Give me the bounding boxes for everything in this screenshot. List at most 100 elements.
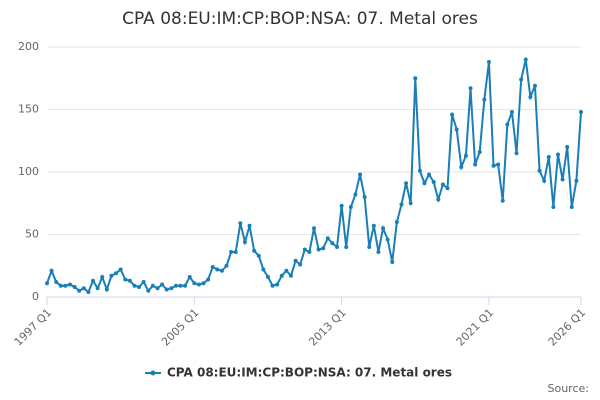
data-point [118, 267, 123, 272]
data-point [482, 97, 487, 102]
data-point [100, 275, 105, 279]
data-point [399, 202, 404, 207]
data-point [114, 271, 119, 276]
data-point [242, 240, 247, 244]
chart-title: CPA 08:EU:IM:CP:BOP:NSA: 07. Metal ores [122, 9, 478, 29]
data-point [555, 152, 560, 157]
data-point [574, 178, 579, 183]
data-point [302, 247, 307, 252]
y-tick-label: 100 [18, 165, 39, 178]
series-line [46, 59, 582, 294]
data-point [77, 288, 82, 293]
data-point [164, 287, 169, 292]
data-point [284, 268, 289, 273]
data-point [104, 287, 109, 292]
data-point [192, 281, 197, 286]
data-point [233, 250, 238, 254]
data-point [261, 267, 266, 272]
y-tick-label: 200 [18, 40, 39, 53]
data-point [265, 275, 270, 279]
data-point [422, 181, 427, 186]
data-point [275, 282, 280, 287]
data-point [150, 283, 155, 288]
data-point [362, 195, 367, 199]
data-point [477, 150, 482, 154]
data-point [210, 265, 215, 269]
y-tick-label: 0 [32, 290, 39, 303]
data-point [523, 57, 528, 62]
data-point [404, 181, 409, 186]
data-point [316, 247, 321, 252]
data-point [127, 278, 132, 283]
data-point [348, 205, 353, 209]
data-point [123, 277, 128, 282]
data-point [86, 290, 91, 294]
data-point [385, 237, 390, 242]
data-point [247, 223, 252, 228]
data-point [514, 151, 519, 156]
data-point [63, 283, 68, 288]
data-point [196, 282, 201, 287]
data-point [279, 273, 284, 278]
data-point [491, 163, 496, 168]
data-point [532, 83, 537, 88]
data-point [454, 127, 459, 132]
data-point [468, 86, 473, 91]
data-point [335, 245, 340, 249]
legend-marker [150, 370, 156, 376]
data-point [288, 273, 293, 278]
data-point [358, 172, 363, 177]
data-point [486, 60, 491, 64]
legend-label: CPA 08:EU:IM:CP:BOP:NSA: 07. Metal ores [167, 366, 452, 380]
data-point [450, 112, 455, 117]
y-tick-label: 50 [25, 228, 39, 241]
data-point [565, 145, 570, 149]
data-point [344, 245, 349, 249]
data-point [109, 273, 114, 278]
x-tick-label: 2021 Q1 [454, 306, 497, 349]
data-point [408, 201, 413, 206]
data-point [519, 77, 524, 82]
data-point [445, 186, 450, 191]
data-point [505, 122, 510, 127]
data-point [45, 281, 49, 286]
data-point [224, 263, 229, 268]
x-tick-label: 2013 Q1 [306, 306, 349, 349]
data-point [72, 285, 77, 289]
data-point [546, 155, 551, 159]
data-point [155, 286, 160, 291]
data-point [339, 203, 344, 208]
data-point [560, 177, 565, 182]
data-point [330, 241, 335, 246]
data-point [537, 168, 542, 173]
data-point [178, 283, 183, 288]
data-point [81, 286, 86, 291]
data-point [394, 220, 399, 224]
data-point [270, 283, 275, 288]
data-point [440, 182, 445, 187]
data-point [459, 165, 464, 169]
data-point [256, 253, 261, 258]
data-point [417, 168, 422, 173]
data-point [353, 192, 358, 197]
data-point [542, 178, 547, 183]
data-point [463, 153, 468, 158]
data-point [137, 285, 142, 289]
data-point [293, 258, 298, 263]
data-point [413, 76, 418, 81]
y-tick-label: 150 [18, 103, 39, 116]
data-point [173, 283, 178, 288]
data-point [187, 275, 192, 279]
data-point [307, 250, 312, 254]
data-point [500, 198, 505, 203]
data-point [54, 280, 59, 284]
data-point [325, 236, 330, 241]
data-point [528, 95, 533, 99]
data-point [58, 283, 63, 288]
data-point [321, 246, 326, 251]
data-point [146, 288, 151, 293]
data-point [367, 245, 372, 249]
data-point [579, 110, 583, 114]
data-point [390, 260, 395, 264]
